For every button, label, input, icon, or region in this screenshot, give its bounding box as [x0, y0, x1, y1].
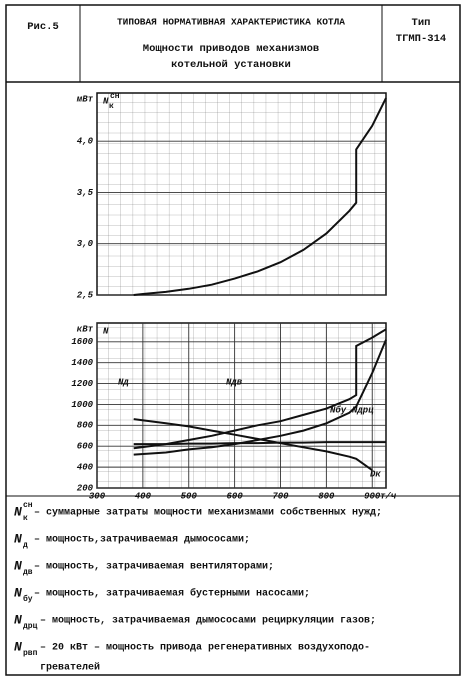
- series-line: [133, 418, 373, 472]
- note-text: – суммарные затраты мощности механизмами…: [34, 506, 382, 519]
- note-sub: дрц: [23, 622, 38, 631]
- note-sub: дв: [23, 568, 33, 577]
- y-tick-label: 2,5: [77, 290, 94, 300]
- note-text: – мощность, затрачиваемая дымососами рец…: [40, 616, 376, 627]
- note-text: – мощность,затрачиваемая дымососами;: [34, 535, 250, 546]
- y-unit: мВт: [76, 94, 94, 104]
- note-symbol: N: [14, 639, 22, 654]
- note-text: гревателей: [40, 662, 100, 674]
- note-sub: рвп: [23, 649, 38, 658]
- header-subtitle: Мощности приводов механизмов: [143, 43, 319, 55]
- note-symbol: N: [14, 585, 22, 600]
- header-title: ТИПОВАЯ НОРМАТИВНАЯ ХАРАКТЕРИСТИКА КОТЛА: [117, 17, 345, 28]
- y-tick-label: 1600: [71, 337, 93, 347]
- y-label: N: [103, 96, 109, 106]
- y-label: N: [103, 326, 109, 336]
- y-label-sup: сн: [110, 92, 120, 101]
- y-tick-label: 200: [77, 483, 94, 493]
- y-tick-label: 4,0: [77, 137, 94, 147]
- note-symbol: N: [14, 558, 22, 573]
- series-line: [133, 97, 387, 296]
- y-tick-label: 800: [77, 421, 94, 431]
- y-tick-label: 600: [77, 442, 94, 452]
- note-symbol: N: [14, 612, 22, 627]
- page-frame: [5, 4, 461, 676]
- type-value: ТГМП-314: [396, 33, 446, 45]
- x-tick-label: 700: [272, 491, 289, 501]
- minor-grid: [97, 93, 386, 295]
- note-sub: бу: [23, 595, 33, 604]
- x-tick-label: 400: [135, 491, 152, 501]
- x-label: Dк: [370, 469, 381, 479]
- type-label: Тип: [412, 17, 431, 29]
- note-symbol: N: [14, 504, 22, 519]
- note-text: – мощность, затрачиваемая вентиляторами;: [34, 562, 274, 573]
- x-tick-label: 500: [181, 491, 198, 501]
- y-tick-label: 1200: [71, 379, 93, 389]
- note-text: – мощность, затрачиваемая бустерными нас…: [34, 587, 310, 600]
- header-subtitle: котельной установки: [171, 59, 291, 71]
- minor-grid: [97, 323, 386, 488]
- x-unit: т/ч: [380, 491, 397, 501]
- series-label: Nдв: [226, 377, 243, 387]
- series-line: [133, 339, 387, 456]
- y-tick-label: 1000: [71, 400, 93, 410]
- y-tick-label: 3,0: [77, 239, 94, 249]
- y-tick-label: 1400: [71, 358, 93, 368]
- series-label: Nбу: [330, 404, 347, 415]
- x-tick-label: 600: [227, 491, 244, 501]
- series-line: [133, 328, 387, 450]
- note-sub: к: [23, 514, 28, 523]
- note-sub: д: [23, 541, 28, 550]
- note-symbol: N: [14, 531, 22, 546]
- y-label-sub: к: [109, 102, 114, 111]
- series-label: Nдрц: [352, 405, 374, 415]
- series-label: Nд: [118, 377, 129, 387]
- note-sup: сн: [23, 501, 33, 510]
- x-tick-label: 800: [318, 491, 335, 501]
- y-unit: кВт: [77, 324, 94, 334]
- y-tick-label: 3,5: [77, 188, 94, 198]
- y-tick-label: 400: [77, 462, 94, 472]
- x-tick-label: 300: [89, 491, 106, 501]
- note-text: – 20 кВт – мощность привода регенеративн…: [40, 643, 370, 654]
- x-tick-label: 900: [364, 491, 381, 501]
- figure-label: Рис.5: [27, 21, 59, 33]
